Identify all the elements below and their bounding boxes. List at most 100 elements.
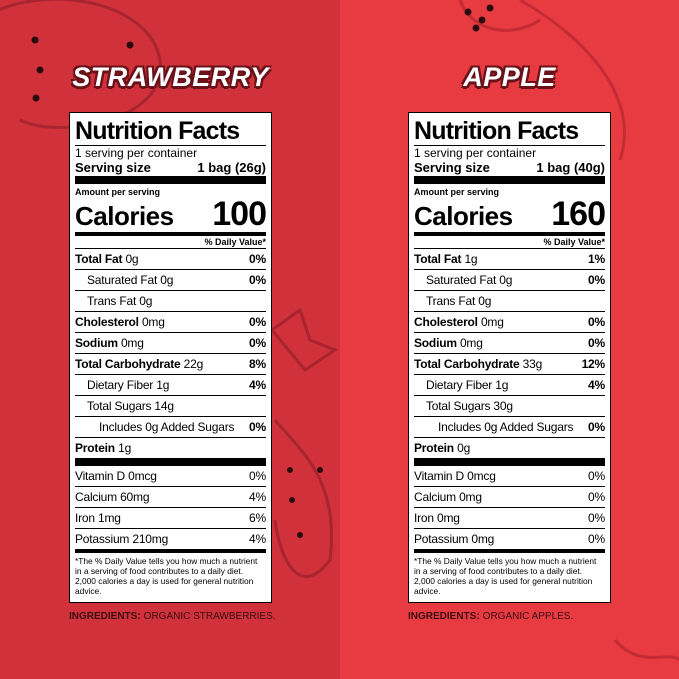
nutrient-name: Protein [75,441,115,455]
daily-value-header: % Daily Value* [414,236,605,249]
daily-value: 8% [249,357,266,371]
vitamin-row: Iron 0mg 0% [414,508,605,529]
ingredients: INGREDIENTS: ORGANIC APPLES. [408,611,618,622]
nutrient-name: Total Fat [414,252,462,266]
daily-value: 0% [249,273,266,287]
nutrient-row: Total Sugars 14g [75,396,266,417]
daily-value: 4% [588,378,605,392]
nutrient-row: Total Fat 0g 0% [75,249,266,270]
nutrient-row: Protein 1g [75,438,266,458]
vitamin-name: Vitamin D 0mcg [414,469,496,483]
nutrient: Total Fat 0g [75,249,139,269]
vitamin-name: Potassium 210mg [75,532,169,546]
nutrient-amount: 1g [118,441,132,455]
nutrient-name: Cholesterol [75,315,139,329]
daily-value: 0% [249,336,266,350]
nutrient-row: Saturated Fat 0g 0% [414,270,605,291]
daily-value: 0% [588,532,605,546]
nutrient-name: Includes 0g Added Sugars [438,420,574,434]
calories-label: Calories [75,201,174,231]
nutrient-row: Dietary Fiber 1g 4% [75,375,266,396]
nutrient: Saturated Fat 0g [414,270,512,290]
nutrient: Sodium 0mg [414,333,483,353]
thick-rule [414,458,605,466]
calories-row: Calories 100 [75,197,267,232]
serving-size-row: Serving size 1 bag (26g) [75,160,266,176]
nutrient-name: Total Sugars 30g [426,399,513,413]
daily-value: 1% [588,252,605,266]
nutrient-name: Total Fat [75,252,123,266]
daily-value: 0% [588,469,605,483]
vitamin-name: Iron 1mg [75,511,121,525]
daily-value: 0% [588,420,605,434]
daily-value: 6% [249,511,266,525]
serving-size-label: Serving size [414,160,490,175]
label-heading: Nutrition Facts [414,117,605,146]
vitamin-name: Iron 0mg [414,511,460,525]
servings: 1 serving per container [75,146,198,160]
panel-title: STRAWBERRY [72,62,269,92]
nutrient: Protein 1g [75,438,131,458]
nutrient: Includes 0g Added Sugars [75,417,235,437]
nutrient-row: Protein 0g [414,438,605,458]
serving-size-label: Serving size [75,160,151,175]
nutrient-name: Sodium [75,336,118,350]
vitamin-row: Potassium 0mg 0% [414,529,605,549]
nutrient: Cholesterol 0mg [414,312,504,332]
nutrient: Trans Fat 0g [75,291,152,311]
calories-row: Calories 160 [414,195,606,233]
nutrient: Dietary Fiber 1g [414,375,508,395]
vitamin-name: Vitamin D 0mcg [75,469,157,483]
nutrient: Cholesterol 0mg [75,312,165,332]
nutrient-name: Total Carbohydrate [414,357,520,371]
nutrient-row: Trans Fat 0g [75,291,266,312]
nutrient-row: Cholesterol 0mg 0% [414,312,605,333]
serving-size-row: Serving size 1 bag (40g) [414,160,605,176]
nutrient-name: Sodium [414,336,457,350]
decoration [458,0,679,662]
nutrient-row: Total Carbohydrate 22g 8% [75,354,266,375]
medium-rule [414,232,605,236]
vitamin-row: Vitamin D 0mcg 0% [414,466,605,487]
medium-rule [75,232,266,236]
nutrient-row: Trans Fat 0g [414,291,605,312]
nutrient: Protein 0g [414,438,470,458]
nutrient-row: Dietary Fiber 1g 4% [414,375,605,396]
ingredients-label: INGREDIENTS: [408,611,480,622]
vitamin-row: Vitamin D 0mcg 0% [75,466,266,487]
nutrient: Total Fat 1g [414,249,478,269]
label-heading: Nutrition Facts [75,117,266,146]
thick-rule [75,458,266,466]
nutrient: Total Sugars 14g [75,396,174,416]
nutrient-name: Protein [414,441,454,455]
serving-size: 1 bag (40g) [536,160,605,175]
ingredients-text: ORGANIC APPLES. [482,611,574,622]
nutrient-amount: 0mg [120,336,144,350]
footnote: *The % Daily Value tells you how much a … [414,556,597,596]
daily-value: 0% [249,252,266,266]
nutrient-amount: 0g [457,441,471,455]
servings: 1 serving per container [414,146,537,160]
nutrient-row: Total Carbohydrate 33g 12% [414,354,605,375]
nutrient-name: Total Sugars 14g [87,399,174,413]
daily-value: 0% [588,336,605,350]
nutrient-name: Cholesterol [414,315,478,329]
daily-value: 0% [249,469,266,483]
thick-rule [75,176,266,184]
medium-rule [75,549,266,553]
daily-value-header: % Daily Value* [75,236,266,249]
nutrient: Saturated Fat 0g [75,270,173,290]
daily-value: 4% [249,490,266,504]
vitamin-row: Calcium 60mg 4% [75,487,266,508]
nutrient-row: Sodium 0mg 0% [414,333,605,354]
nutrient: Dietary Fiber 1g [75,375,169,395]
nutrient-amount: 0g [125,252,139,266]
nutrient: Trans Fat 0g [414,291,491,311]
calories-value: 160 [551,195,606,233]
daily-value: 4% [249,532,266,546]
daily-value: 0% [588,273,605,287]
vitamin-name: Potassium 0mg [414,532,495,546]
ingredients: INGREDIENTS: ORGANIC STRAWBERRIES. [69,611,279,622]
daily-value: 12% [581,357,606,371]
